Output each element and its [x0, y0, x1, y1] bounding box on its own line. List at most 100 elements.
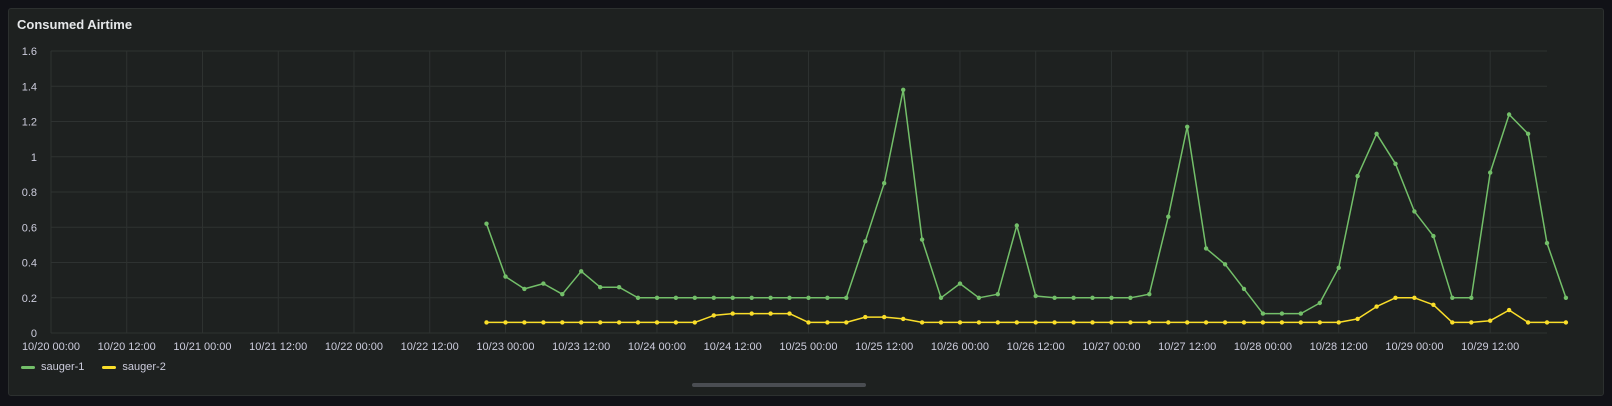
data-point-sauger-2: [825, 320, 830, 325]
data-point-sauger-1: [938, 295, 944, 300]
data-point-sauger-1: [692, 295, 697, 300]
data-point-sauger-1: [1412, 209, 1417, 214]
data-point-sauger-1: [1469, 295, 1474, 300]
data-point-sauger-1: [1544, 240, 1550, 246]
data-point-sauger-2: [1412, 295, 1417, 300]
data-point-sauger-2: [1147, 320, 1152, 325]
data-point-sauger-2: [1298, 320, 1304, 325]
data-point-sauger-2: [787, 311, 792, 316]
data-point-sauger-1: [787, 295, 792, 300]
data-point-sauger-2: [806, 320, 811, 325]
y-tick-label: 0.4: [22, 258, 37, 270]
data-point-sauger-2: [1128, 320, 1133, 325]
data-point-sauger-1: [560, 292, 565, 297]
series-line-sauger-1: [485, 89, 1567, 315]
data-point-sauger-2: [749, 311, 754, 316]
x-tick-label: 10/25 00:00: [779, 341, 837, 353]
data-point-sauger-1: [957, 281, 963, 286]
data-point-sauger-2: [1260, 320, 1266, 325]
data-point-sauger-1: [1052, 295, 1057, 300]
data-point-sauger-1: [1166, 214, 1171, 219]
data-point-sauger-2: [1241, 320, 1247, 325]
x-tick-label: 10/22 12:00: [401, 341, 459, 353]
horizontal-scrollbar[interactable]: [692, 383, 866, 387]
x-tick-label: 10/23 00:00: [476, 341, 534, 353]
x-tick-label: 10/20 12:00: [98, 341, 156, 353]
data-point-sauger-2: [844, 320, 849, 325]
data-point-sauger-1: [503, 274, 508, 279]
data-point-sauger-2: [882, 314, 887, 320]
data-point-sauger-1: [1431, 233, 1436, 239]
data-point-sauger-1: [1147, 292, 1152, 297]
x-tick-label: 10/28 12:00: [1310, 341, 1368, 353]
series-line-sauger-2: [486, 297, 1566, 324]
data-point-sauger-1: [1355, 173, 1360, 179]
data-point-sauger-2: [1317, 320, 1323, 325]
data-point-sauger-2: [616, 320, 622, 325]
data-point-sauger-1: [901, 87, 906, 93]
data-point-sauger-2: [730, 311, 735, 316]
data-point-sauger-1: [1374, 131, 1379, 136]
data-point-sauger-2: [1279, 320, 1285, 325]
data-point-sauger-1: [1109, 295, 1114, 300]
data-point-sauger-2: [1393, 295, 1398, 300]
x-tick-label: 10/25 12:00: [855, 341, 913, 353]
data-point-sauger-2: [863, 314, 868, 320]
x-tick-label: 10/23 12:00: [552, 341, 610, 353]
data-point-sauger-2: [654, 320, 660, 325]
x-tick-label: 10/21 00:00: [173, 341, 231, 353]
data-point-sauger-1: [635, 295, 641, 300]
data-point-sauger-2: [1450, 320, 1455, 325]
data-point-sauger-1: [806, 295, 811, 300]
x-tick-label: 10/20 00:00: [22, 341, 80, 353]
data-point-sauger-2: [1090, 320, 1095, 325]
chart-panel: Consumed Airtime 0 0.2 0.4 0.6 0.8 1 1.2 1.4 1.6…: [8, 8, 1604, 396]
data-point-sauger-1: [768, 295, 773, 300]
data-point-sauger-1: [1033, 293, 1038, 299]
legend-label: sauger-1: [41, 361, 85, 373]
y-tick-label: 1.4: [22, 81, 37, 93]
data-point-sauger-2: [1185, 320, 1190, 325]
legend-label: sauger-2: [122, 361, 166, 373]
data-point-sauger-2: [1033, 320, 1038, 325]
data-point-sauger-1: [654, 295, 660, 300]
data-point-sauger-2: [1222, 320, 1228, 325]
data-point-sauger-2: [976, 320, 982, 325]
data-point-sauger-1: [919, 237, 925, 242]
y-tick-label: 0.6: [22, 222, 37, 234]
x-tick-label: 10/21 12:00: [249, 341, 307, 353]
data-point-sauger-1: [1525, 131, 1531, 136]
data-point-sauger-1: [1241, 286, 1247, 292]
y-tick-label: 1: [31, 152, 37, 164]
data-point-sauger-1: [1488, 170, 1493, 175]
data-point-sauger-1: [1090, 295, 1095, 300]
data-point-sauger-2: [522, 320, 527, 325]
data-point-sauger-2: [692, 320, 697, 325]
data-point-sauger-1: [1506, 112, 1512, 117]
x-tick-label: 10/26 00:00: [931, 341, 989, 353]
data-point-sauger-2: [1203, 320, 1209, 325]
data-point-sauger-1: [579, 269, 584, 274]
data-point-sauger-2: [1469, 320, 1474, 325]
data-point-sauger-1: [1222, 262, 1228, 267]
data-point-sauger-2: [901, 316, 906, 322]
x-tick-label: 10/26 12:00: [1007, 341, 1065, 353]
data-point-sauger-2: [1109, 320, 1114, 325]
data-point-sauger-2: [598, 320, 603, 325]
data-point-sauger-2: [1525, 320, 1531, 325]
legend-swatch: [102, 365, 117, 369]
data-point-sauger-1: [1298, 311, 1304, 316]
y-tick-label: 0.8: [22, 187, 37, 199]
x-tick-label: 10/27 12:00: [1158, 341, 1216, 353]
data-point-sauger-1: [995, 292, 1000, 297]
data-point-sauger-2: [1355, 316, 1360, 322]
legend-item-sauger-2[interactable]: sauger-2: [102, 361, 166, 373]
data-point-sauger-2: [484, 320, 489, 325]
legend-item-sauger-1[interactable]: sauger-1: [21, 361, 84, 373]
data-point-sauger-2: [1563, 320, 1569, 325]
x-tick-label: 10/29 12:00: [1461, 341, 1519, 353]
y-tick-label: 1.6: [22, 46, 37, 58]
panel-title[interactable]: Consumed Airtime: [17, 17, 133, 32]
data-point-sauger-1: [1128, 295, 1133, 300]
data-point-sauger-2: [635, 320, 641, 325]
